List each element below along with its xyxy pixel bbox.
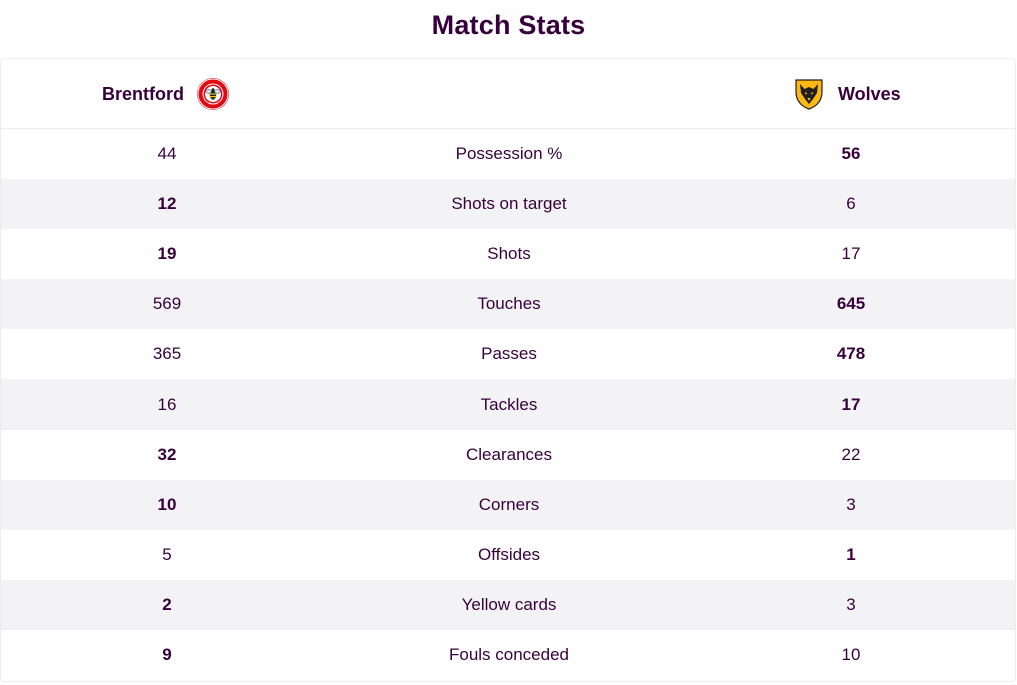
stat-label: Shots on target [451,194,567,214]
away-stat-value: 1 [846,544,856,564]
away-stat-value: 17 [841,394,861,414]
stat-label: Corners [478,494,540,514]
away-stat-value: 478 [836,344,866,364]
away-stat-value: 645 [836,294,866,314]
home-stat-value: 10 [157,494,177,514]
away-stat-value: 6 [846,194,856,214]
match-stats-table: Brentford [0,58,1016,682]
stat-row: 32 Clearances 22 [1,430,1015,480]
home-stat-value: 365 [152,344,182,364]
home-stat-value: 5 [162,544,172,564]
away-stat-value: 3 [846,494,856,514]
brentford-crest-icon [196,77,230,111]
stat-row: 9 Fouls conceded 10 [1,630,1015,680]
away-stat-value: 10 [841,644,861,664]
away-team: Wolves [792,59,901,129]
wolves-crest-icon [792,77,826,111]
away-stat-value: 17 [841,244,861,264]
stat-row: 12 Shots on target 6 [1,179,1015,230]
page-title: Match Stats [431,10,586,40]
stat-row: 16 Tackles 17 [1,379,1015,430]
stat-label: Offsides [477,544,541,564]
stat-row: 19 Shots 17 [1,229,1015,279]
stat-row: 569 Touches 645 [1,279,1015,330]
stat-label: Possession % [455,144,563,164]
stat-row: 2 Yellow cards 3 [1,579,1015,630]
home-stat-value: 44 [157,144,177,164]
stat-row: 5 Offsides 1 [1,530,1015,580]
stat-row: 10 Corners 3 [1,479,1015,530]
stat-rows: 44 Possession % 56 12 Shots on target 6 19 Shot… [1,129,1015,680]
home-team: Brentford [102,59,230,129]
home-stat-value: 16 [157,394,177,414]
stat-label: Passes [481,344,537,364]
stat-label: Clearances [466,444,552,464]
home-stat-value: 2 [162,594,172,614]
stat-label: Touches [477,294,541,314]
stat-label: Tackles [480,394,538,414]
stat-row: 44 Possession % 56 [1,129,1015,179]
stat-label: Fouls conceded [448,644,570,664]
home-stat-value: 9 [162,644,172,664]
home-stat-value: 569 [152,294,182,314]
home-stat-value: 32 [157,444,177,464]
stat-row: 365 Passes 478 [1,329,1015,379]
stat-label: Yellow cards [461,594,557,614]
away-stat-value: 3 [846,594,856,614]
stat-label: Shots [487,244,531,264]
home-stat-value: 19 [157,244,177,264]
table-header: Brentford [1,59,1015,129]
away-stat-value: 56 [841,144,861,164]
home-team-name: Brentford [102,83,184,104]
away-team-name: Wolves [838,83,901,104]
home-stat-value: 12 [157,194,177,214]
away-stat-value: 22 [841,444,861,464]
